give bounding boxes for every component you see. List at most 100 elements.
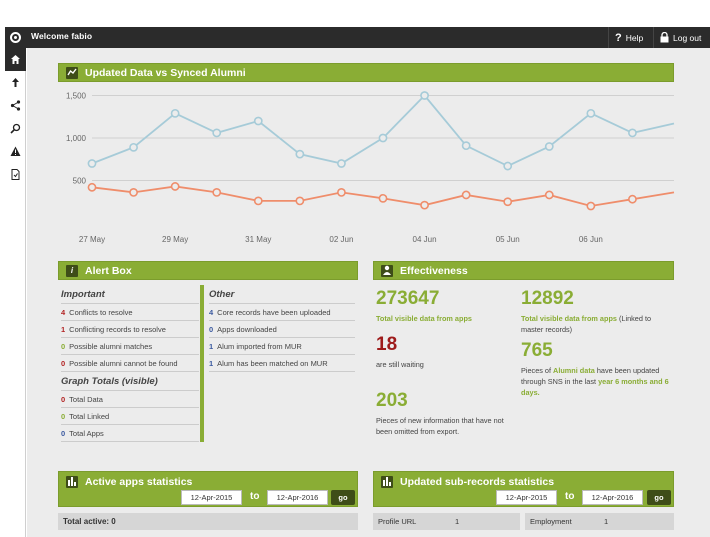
stat-total-visible-caption: Total visible data from apps [376, 314, 472, 323]
other-item-label: Alum imported from MUR [217, 341, 302, 351]
data-point [378, 133, 388, 143]
data-point [420, 200, 429, 210]
graph-total-item-row[interactable]: 0 Total Apps [61, 425, 199, 442]
other-item-row[interactable]: 0 Apps downloaded [209, 321, 355, 338]
important-item-row[interactable]: 4 Conflicts to resolve [61, 304, 199, 321]
alert-box-header: i Alert Box [58, 261, 358, 280]
data-point [295, 149, 305, 159]
data-point [628, 194, 637, 204]
important-item-row[interactable]: 0 Possible alumni cannot be found [61, 355, 199, 372]
x-tick-label: 31 May [245, 235, 271, 244]
y-tick-label: 1,000 [66, 134, 87, 143]
sub-go-button[interactable]: go [647, 490, 671, 505]
important-item-count: 0 [61, 358, 66, 368]
other-heading: Other [209, 285, 355, 304]
important-item-label: Possible alumni matches [69, 341, 153, 351]
important-item-label: Conflicts to resolve [69, 307, 133, 317]
upload-arrow-icon[interactable] [5, 71, 26, 94]
alert-box-body: Important 4 Conflicts to resolve 1 Conflict… [58, 285, 358, 445]
graph-total-item-label: Total Apps [69, 428, 104, 438]
important-heading: Important [61, 285, 199, 304]
main-content [27, 48, 710, 537]
data-point [129, 142, 138, 152]
data-point [586, 201, 596, 211]
important-item-row[interactable]: 1 Conflicting records to resolve [61, 321, 199, 338]
data-point [253, 196, 263, 206]
apps-go-button[interactable]: go [331, 490, 355, 505]
alert-box-title: Alert Box [85, 264, 132, 277]
stat-waiting-value: 18 [376, 334, 398, 355]
important-item-count: 1 [61, 324, 66, 334]
apps-from-date-input[interactable]: 12-Apr-2015 [181, 490, 242, 505]
warning-icon[interactable] [5, 140, 26, 163]
graph-total-item-count: 0 [61, 428, 66, 438]
help-button[interactable]: ? Help [608, 27, 649, 48]
data-point [129, 188, 138, 197]
bar-chart-icon [381, 476, 393, 488]
stat-total-visible-value: 273647 [376, 288, 440, 309]
other-item-row[interactable]: 4 Core records have been uploaded [209, 304, 355, 321]
logout-label: Log out [673, 32, 702, 43]
top-bar: Welcome fabio ? Help Log out [5, 27, 710, 48]
effectiveness-left: 273647 Total visible data from apps 18 a… [376, 288, 516, 437]
data-point [170, 182, 180, 191]
data-point [544, 142, 554, 151]
x-tick-label: 27 May [79, 235, 105, 244]
important-item-count: 0 [61, 341, 66, 351]
important-item-label: Conflicting records to resolve [69, 324, 166, 334]
data-point [337, 188, 346, 197]
other-item-count: 1 [209, 341, 214, 351]
data-point [253, 116, 263, 126]
bar-chart-icon [66, 476, 78, 488]
data-point [212, 128, 222, 138]
sub-from-date-input[interactable]: 12-Apr-2015 [496, 490, 557, 505]
data-point [295, 196, 305, 206]
sub-cell-profile-url: Profile URL 1 [373, 513, 520, 530]
graph-total-item-label: Total Linked [69, 411, 110, 421]
scrollbar[interactable] [200, 285, 204, 442]
other-item-label: Core records have been uploaded [217, 307, 331, 317]
stat-new-info-caption: Pieces of new information that have not … [376, 416, 504, 436]
sub-to-date-input[interactable]: 12-Apr-2016 [582, 490, 643, 505]
data-point [586, 108, 596, 118]
important-item-row[interactable]: 0 Possible alumni matches [61, 338, 199, 355]
stat-alumni-updated-caption: Pieces of Alumni data have been updated … [521, 366, 669, 397]
data-point [87, 182, 97, 192]
stat-linked-caption-green: Total visible data from apps [521, 314, 617, 323]
apps-to-date-input[interactable]: 12-Apr-2016 [267, 490, 328, 505]
logout-button[interactable]: Log out [653, 27, 707, 48]
other-item-label: Apps downloaded [217, 324, 277, 334]
apps-to-label: to [250, 491, 260, 502]
x-tick-label: 04 Jun [413, 235, 437, 244]
sub-stats-title: Updated sub-records statistics [400, 476, 555, 488]
x-tick-label: 02 Jun [329, 235, 353, 244]
line-chart: 1,500 1,000 500 27 May 29 May 31 May 02 Jun 04 … [66, 91, 675, 244]
graph-total-item-label: Total Data [69, 394, 103, 404]
sidebar [5, 48, 26, 537]
graph-total-item-row[interactable]: 0 Total Linked [61, 408, 199, 425]
stat-alumni-updated-value: 765 [521, 340, 553, 361]
home-icon[interactable] [5, 48, 26, 71]
sub-cell-employment: Employment 1 [525, 513, 674, 530]
data-point [378, 193, 388, 203]
line-chart-icon [66, 66, 78, 79]
graph-total-item-row[interactable]: 0 Total Data [61, 391, 199, 408]
document-icon[interactable] [5, 163, 26, 186]
important-item-label: Possible alumni cannot be found [69, 358, 178, 368]
app-logo-icon[interactable] [5, 27, 26, 48]
stat-waiting-caption: are still waiting [376, 360, 424, 369]
data-point [461, 141, 471, 151]
y-tick-label: 500 [73, 177, 87, 186]
series-line-0 [91, 94, 675, 168]
search-icon[interactable] [5, 117, 26, 140]
data-point [170, 108, 180, 118]
share-icon[interactable] [5, 94, 26, 117]
data-point [212, 188, 222, 197]
data-point [503, 197, 513, 207]
chart-panel-title: Updated Data vs Synced Alumni [85, 66, 246, 79]
other-item-row[interactable]: 1 Alum has been matched on MUR [209, 355, 355, 372]
other-item-row[interactable]: 1 Alum imported from MUR [209, 338, 355, 355]
other-item-label: Alum has been matched on MUR [217, 358, 328, 368]
data-point [420, 91, 429, 100]
data-point [87, 159, 97, 168]
